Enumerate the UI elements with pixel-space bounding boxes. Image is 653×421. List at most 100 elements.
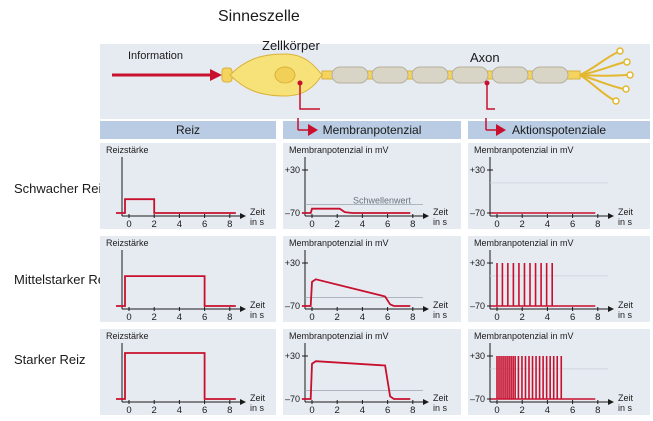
x-axis-label-zeit: Zeit bbox=[618, 207, 634, 217]
x-tick-label: 2 bbox=[152, 405, 157, 415]
y-axis-label-membrane: Membranpotenzial in mV bbox=[289, 331, 389, 341]
x-axis-arrowhead bbox=[423, 306, 429, 312]
membrane-trace bbox=[301, 278, 411, 307]
row-label-mittelstark: Mittelstarker Reiz bbox=[14, 272, 115, 287]
panel-background bbox=[283, 329, 461, 415]
y-tick-label-plus30: +30 bbox=[285, 258, 300, 268]
membrane-trace bbox=[301, 360, 411, 400]
neuron-illustration bbox=[100, 44, 650, 119]
x-tick-label: 8 bbox=[595, 219, 600, 229]
y-tick-label-plus30: +30 bbox=[285, 351, 300, 361]
x-axis-label-unit: in s bbox=[618, 217, 633, 227]
x-tick-label: 0 bbox=[309, 405, 314, 415]
x-axis-label-unit: in s bbox=[250, 403, 265, 413]
x-axis-label-unit: in s bbox=[618, 310, 633, 320]
x-tick-label: 8 bbox=[227, 405, 232, 415]
x-tick-label: 4 bbox=[360, 405, 365, 415]
x-tick-label: 0 bbox=[126, 219, 131, 229]
x-axis-arrowhead bbox=[423, 399, 429, 405]
electrode-lead-axon bbox=[486, 83, 495, 110]
x-axis-label-unit: in s bbox=[250, 217, 265, 227]
x-tick-label: 4 bbox=[177, 312, 182, 322]
stimulus-trace bbox=[116, 198, 236, 214]
x-tick-label: 6 bbox=[202, 312, 207, 322]
x-tick-label: 2 bbox=[520, 405, 525, 415]
page-title: Sinneszelle bbox=[218, 8, 300, 25]
x-tick-label: 6 bbox=[202, 405, 207, 415]
x-tick-label: 0 bbox=[309, 219, 314, 229]
x-tick-label: 4 bbox=[360, 219, 365, 229]
y-tick-label-minus70: –70 bbox=[285, 301, 300, 311]
y-tick-label-plus30: +30 bbox=[470, 258, 485, 268]
y-axis-label-membrane: Membranpotenzial in mV bbox=[474, 331, 574, 341]
x-axis-arrowhead bbox=[240, 213, 246, 219]
panel-background bbox=[468, 236, 650, 322]
x-tick-label: 6 bbox=[385, 405, 390, 415]
x-axis-label-unit: in s bbox=[433, 217, 448, 227]
x-tick-label: 2 bbox=[335, 405, 340, 415]
y-axis-label-stimulus: Reizstärke bbox=[106, 238, 149, 248]
information-label: Information bbox=[128, 50, 184, 62]
x-axis-arrowhead bbox=[240, 399, 246, 405]
y-tick-label-minus70: –70 bbox=[470, 394, 485, 404]
x-tick-label: 0 bbox=[126, 405, 131, 415]
x-tick-label: 8 bbox=[410, 219, 415, 229]
panel-background bbox=[283, 143, 461, 229]
x-axis-label-zeit: Zeit bbox=[433, 393, 449, 403]
column-header-membranpotenzial: Membranpotenzial bbox=[283, 121, 461, 139]
y-tick-label-plus30: +30 bbox=[470, 165, 485, 175]
x-tick-label: 0 bbox=[309, 312, 314, 322]
y-tick-label-minus70: –70 bbox=[285, 394, 300, 404]
y-tick-label-plus30: +30 bbox=[285, 165, 300, 175]
x-axis-label-zeit: Zeit bbox=[618, 300, 634, 310]
x-tick-label: 0 bbox=[494, 405, 499, 415]
column-header-reiz: Reiz bbox=[100, 121, 276, 139]
column-header-aktionspotenziale: Aktionspotenziale bbox=[468, 121, 650, 139]
x-axis-label-unit: in s bbox=[433, 310, 448, 320]
x-tick-label: 0 bbox=[494, 312, 499, 322]
x-tick-label: 8 bbox=[595, 312, 600, 322]
x-tick-label: 2 bbox=[520, 312, 525, 322]
panel-background bbox=[283, 236, 461, 322]
myelin-sheaths bbox=[331, 66, 569, 84]
x-tick-label: 4 bbox=[177, 219, 182, 229]
soma-label: Zellkörper bbox=[262, 38, 320, 53]
y-tick-label-minus70: –70 bbox=[470, 208, 485, 218]
x-tick-label: 8 bbox=[227, 312, 232, 322]
x-tick-label: 4 bbox=[545, 312, 550, 322]
x-tick-label: 6 bbox=[202, 219, 207, 229]
panel-background bbox=[468, 143, 650, 229]
x-axis-label-unit: in s bbox=[250, 310, 265, 320]
y-axis-label-membrane: Membranpotenzial in mV bbox=[474, 238, 574, 248]
y-axis-label-stimulus: Reizstärke bbox=[106, 145, 149, 155]
x-tick-label: 8 bbox=[595, 405, 600, 415]
x-tick-label: 0 bbox=[126, 312, 131, 322]
y-axis-label-membrane: Membranpotenzial in mV bbox=[289, 238, 389, 248]
x-tick-label: 4 bbox=[177, 405, 182, 415]
x-tick-label: 6 bbox=[570, 219, 575, 229]
y-tick-label-plus30: +30 bbox=[470, 351, 485, 361]
information-arrow-head bbox=[210, 69, 222, 81]
stimulus-trace bbox=[116, 275, 236, 307]
electrode-lead-soma bbox=[299, 83, 320, 110]
x-tick-label: 2 bbox=[152, 219, 157, 229]
y-axis-label-stimulus: Reizstärke bbox=[106, 331, 149, 341]
x-tick-label: 4 bbox=[545, 219, 550, 229]
terminal-buttons bbox=[612, 47, 634, 105]
x-axis-label-unit: in s bbox=[433, 403, 448, 413]
x-axis-label-zeit: Zeit bbox=[618, 393, 634, 403]
x-tick-label: 4 bbox=[545, 405, 550, 415]
x-tick-label: 2 bbox=[520, 219, 525, 229]
threshold-label: Schwellenwert bbox=[353, 195, 412, 205]
nucleus bbox=[274, 66, 296, 84]
x-axis-label-zeit: Zeit bbox=[250, 393, 266, 403]
x-axis-label-unit: in s bbox=[618, 403, 633, 413]
axon-terminals bbox=[579, 51, 629, 101]
